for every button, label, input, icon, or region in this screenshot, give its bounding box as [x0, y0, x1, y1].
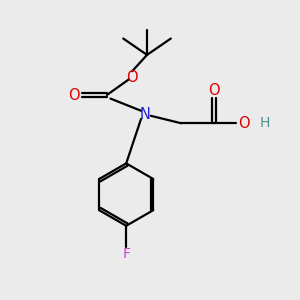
- Text: N: N: [140, 107, 151, 122]
- Text: O: O: [208, 83, 220, 98]
- Text: H: H: [259, 116, 270, 130]
- Text: F: F: [122, 247, 130, 261]
- Text: O: O: [126, 70, 138, 85]
- Text: O: O: [238, 116, 249, 131]
- Text: O: O: [68, 88, 80, 103]
